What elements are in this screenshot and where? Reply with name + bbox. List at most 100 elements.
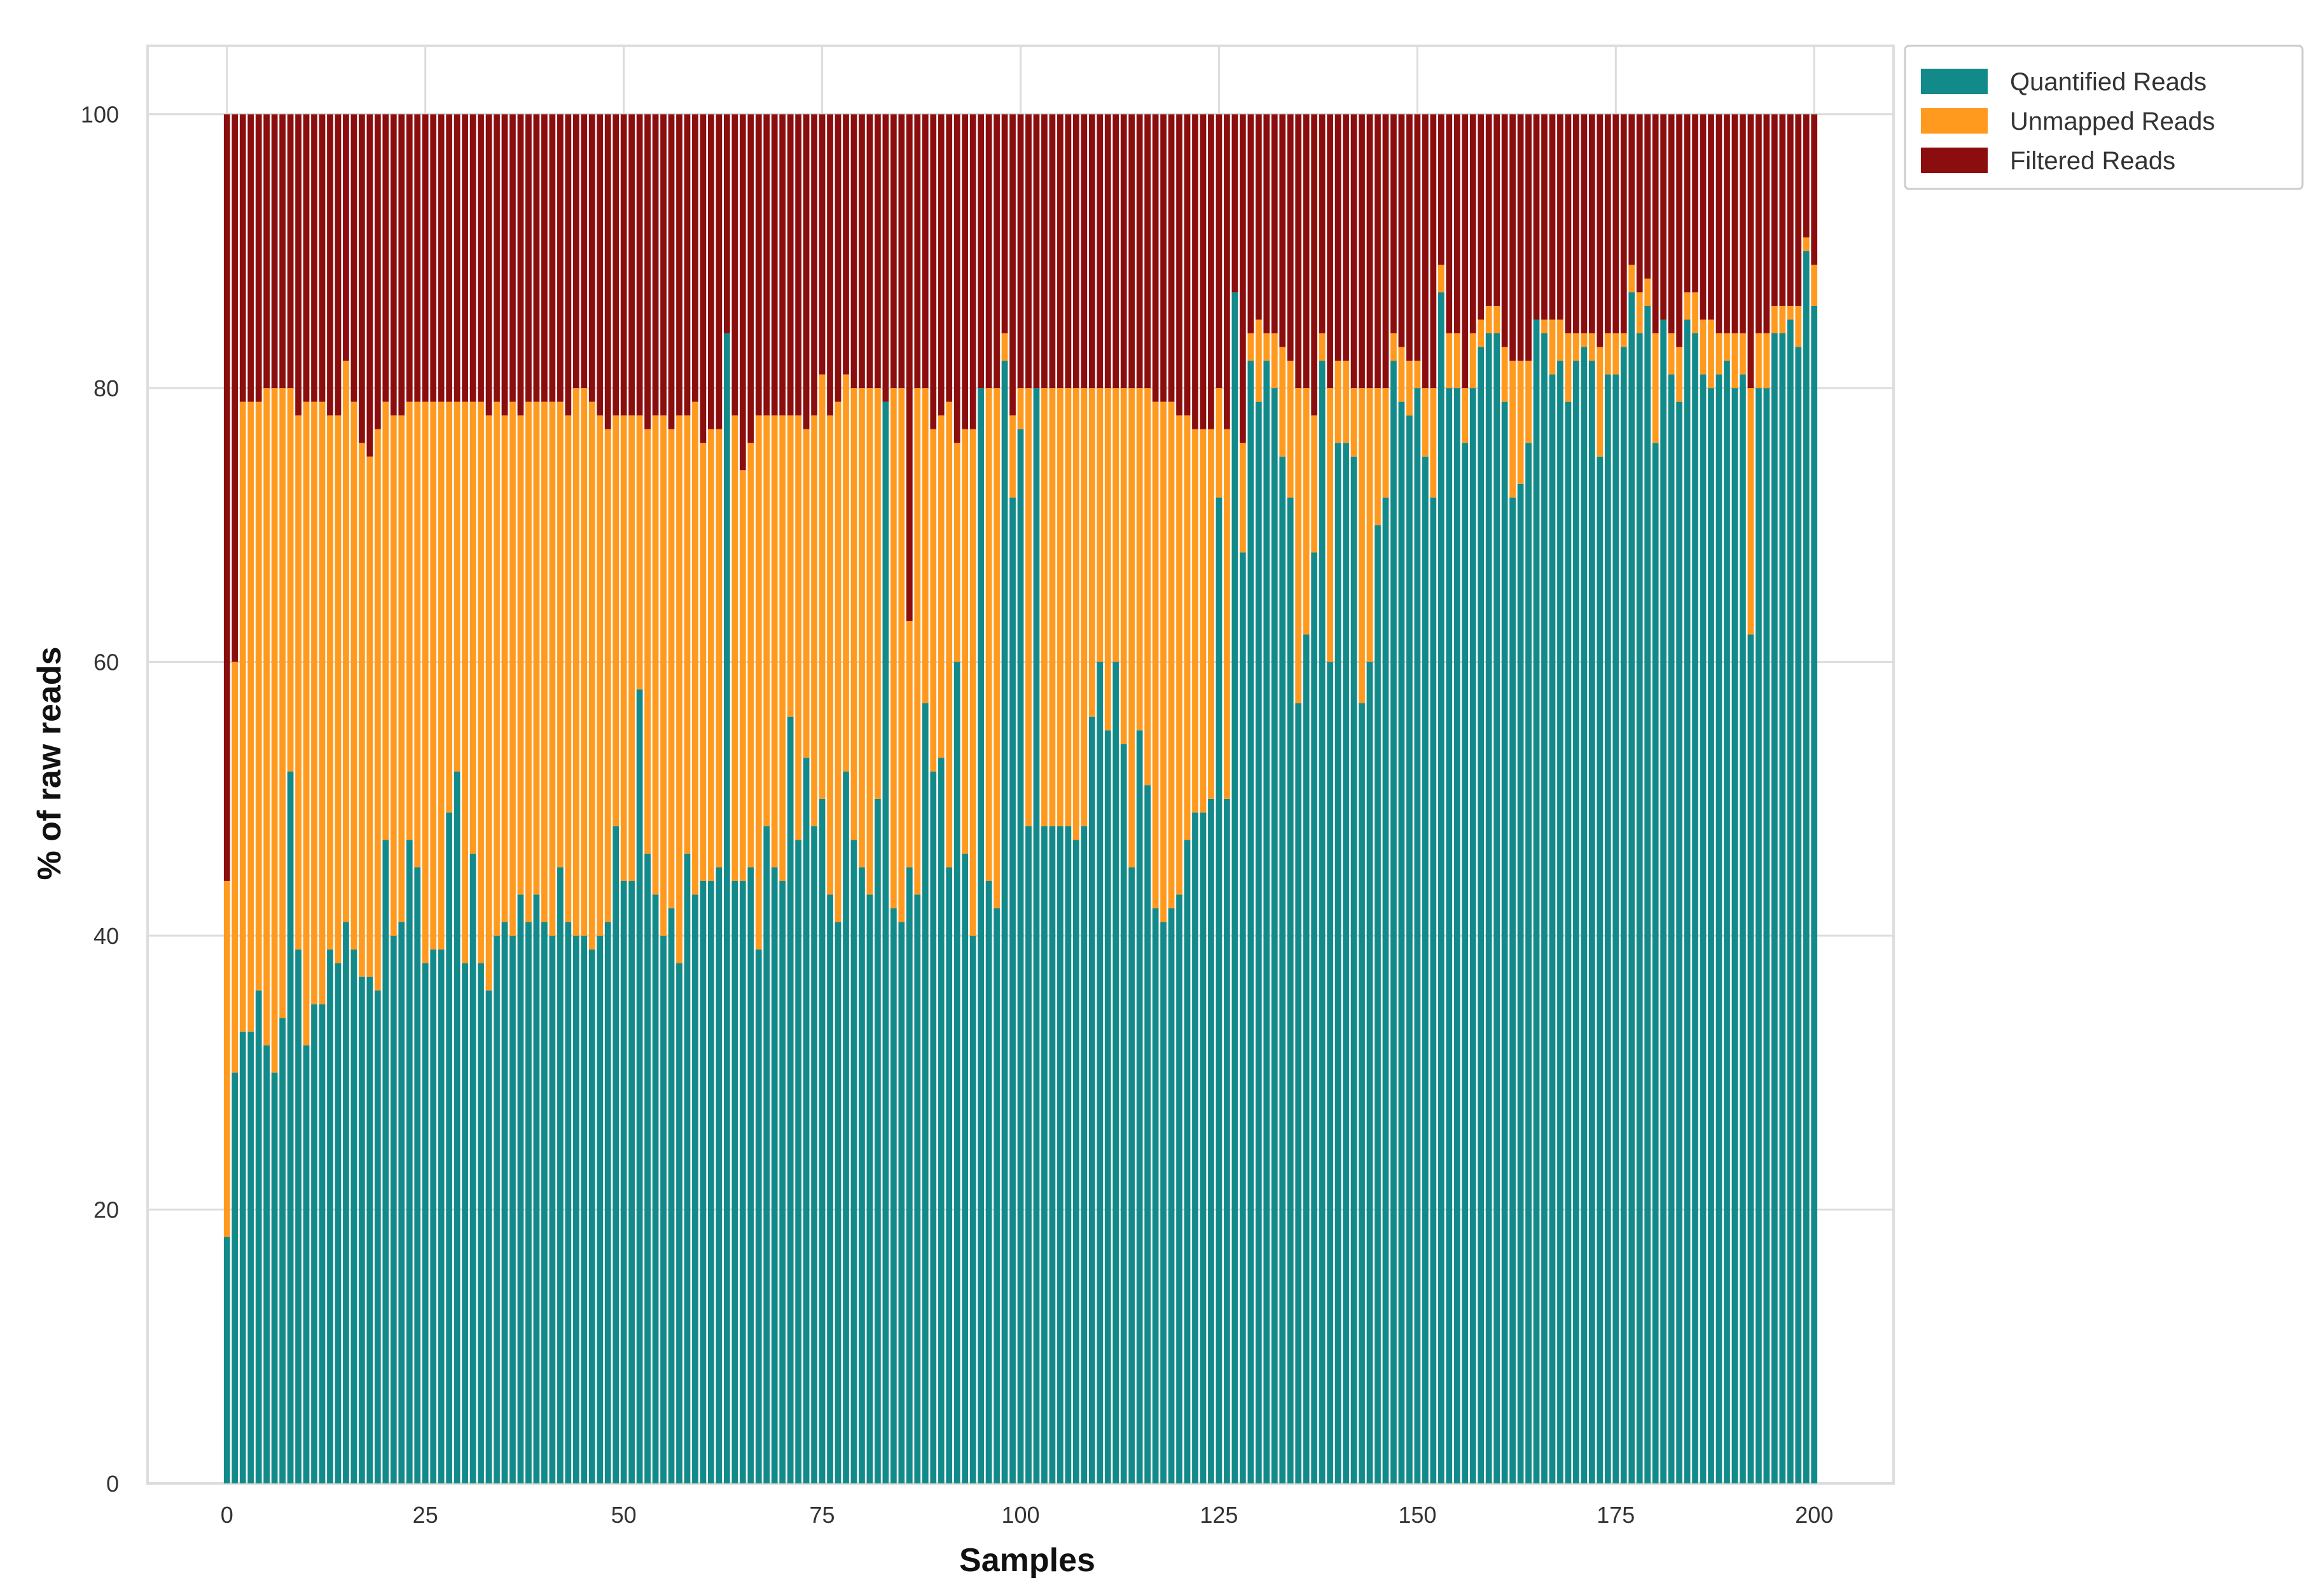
bar-quantified	[1390, 361, 1397, 1483]
bar-quantified	[1453, 388, 1460, 1483]
bar-unmapped	[787, 415, 794, 717]
bar-unmapped	[398, 415, 405, 922]
bar-filtered	[597, 114, 604, 416]
bar-unmapped	[1144, 388, 1151, 786]
bar-filtered	[414, 114, 421, 402]
bar-quantified	[1779, 333, 1786, 1483]
bar-quantified	[1295, 703, 1302, 1483]
bar-quantified	[1366, 662, 1373, 1483]
bar-quantified	[1684, 319, 1691, 1483]
bar-quantified	[247, 1031, 254, 1483]
bar-filtered	[350, 114, 357, 402]
bar-unmapped	[1446, 333, 1453, 389]
bar-filtered	[1724, 114, 1730, 333]
x-tick-label: 175	[1597, 1502, 1635, 1528]
bar-unmapped	[1557, 319, 1563, 361]
bar-unmapped	[541, 401, 548, 922]
bar-unmapped	[819, 374, 826, 799]
bar-filtered	[588, 114, 595, 402]
bar-unmapped	[549, 401, 556, 936]
bar-unmapped	[946, 401, 953, 868]
bar-filtered	[835, 114, 842, 402]
bar-unmapped	[668, 429, 675, 908]
bar-filtered	[1366, 114, 1373, 389]
bar-unmapped	[1224, 429, 1230, 799]
bar-quantified	[1057, 826, 1063, 1483]
bar-unmapped	[1375, 388, 1381, 525]
bar-unmapped	[1485, 305, 1492, 333]
legend-label-quantified: Quantified Reads	[2010, 68, 2207, 96]
bar-unmapped	[938, 415, 945, 758]
bar-filtered	[1684, 114, 1691, 293]
bar-quantified	[406, 840, 413, 1483]
bar-quantified	[1049, 826, 1056, 1483]
bar-filtered	[1573, 114, 1579, 333]
bar-filtered	[1517, 114, 1524, 361]
bar-filtered	[533, 114, 540, 402]
bar-quantified	[462, 963, 468, 1483]
bar-unmapped	[366, 456, 373, 977]
bar-quantified	[1462, 443, 1469, 1484]
bar-filtered	[1390, 114, 1397, 333]
bar-quantified	[1731, 388, 1738, 1483]
bar-filtered	[1247, 114, 1254, 333]
bar-quantified	[414, 867, 421, 1483]
x-tick-label: 50	[611, 1502, 637, 1528]
legend-swatch-quantified	[1921, 69, 1988, 94]
bar-filtered	[1327, 114, 1333, 389]
bar-quantified	[541, 922, 548, 1483]
bar-quantified	[1501, 401, 1508, 1483]
bar-filtered	[565, 114, 572, 416]
bar-filtered	[962, 114, 969, 429]
bar-unmapped	[620, 415, 627, 881]
bar-unmapped	[660, 415, 667, 936]
bar-quantified	[938, 758, 945, 1483]
bar-unmapped	[994, 388, 1000, 908]
bar-quantified	[850, 840, 857, 1483]
bar-quantified	[303, 1045, 310, 1483]
bar-quantified	[469, 853, 476, 1483]
bar-filtered	[1208, 114, 1214, 429]
bar-unmapped	[1334, 361, 1341, 443]
bar-quantified	[1763, 388, 1770, 1483]
bar-filtered	[1160, 114, 1167, 402]
bar-quantified	[1097, 662, 1104, 1483]
bar-unmapped	[1620, 333, 1627, 347]
bar-filtered	[319, 114, 326, 402]
bar-quantified	[652, 894, 659, 1483]
bar-unmapped	[581, 388, 588, 936]
bar-quantified	[1136, 730, 1143, 1483]
bar-filtered	[1525, 114, 1532, 361]
bar-quantified	[597, 936, 604, 1483]
bar-quantified	[1771, 333, 1778, 1483]
bar-quantified	[223, 1237, 230, 1483]
bar-quantified	[454, 771, 461, 1483]
bar-filtered	[898, 114, 905, 389]
bar-filtered	[1231, 114, 1238, 293]
bar-unmapped	[1438, 265, 1445, 293]
bar-unmapped	[985, 388, 992, 881]
bar-filtered	[374, 114, 381, 429]
bar-quantified	[1652, 443, 1659, 1484]
bar-filtered	[1239, 114, 1246, 443]
bar-quantified	[1620, 347, 1627, 1483]
bar-filtered	[1692, 114, 1698, 293]
bar-quantified	[263, 1045, 270, 1483]
x-tick-label: 200	[1795, 1502, 1833, 1528]
bar-unmapped	[953, 443, 960, 662]
bar-quantified	[1088, 716, 1095, 1483]
bar-unmapped	[1811, 265, 1818, 306]
bar-unmapped	[1287, 361, 1294, 498]
bar-quantified	[588, 949, 595, 1483]
bar-quantified	[1660, 319, 1667, 1483]
legend-swatch-filtered	[1921, 148, 1988, 173]
bar-filtered	[1359, 114, 1365, 389]
y-tick-label: 80	[94, 375, 119, 401]
bar-filtered	[1184, 114, 1191, 416]
bar-quantified	[287, 771, 294, 1483]
bar-filtered	[1787, 114, 1794, 306]
bar-quantified	[1001, 361, 1008, 1483]
bar-filtered	[946, 114, 953, 402]
bar-quantified	[1549, 374, 1556, 1483]
bar-filtered	[866, 114, 873, 389]
